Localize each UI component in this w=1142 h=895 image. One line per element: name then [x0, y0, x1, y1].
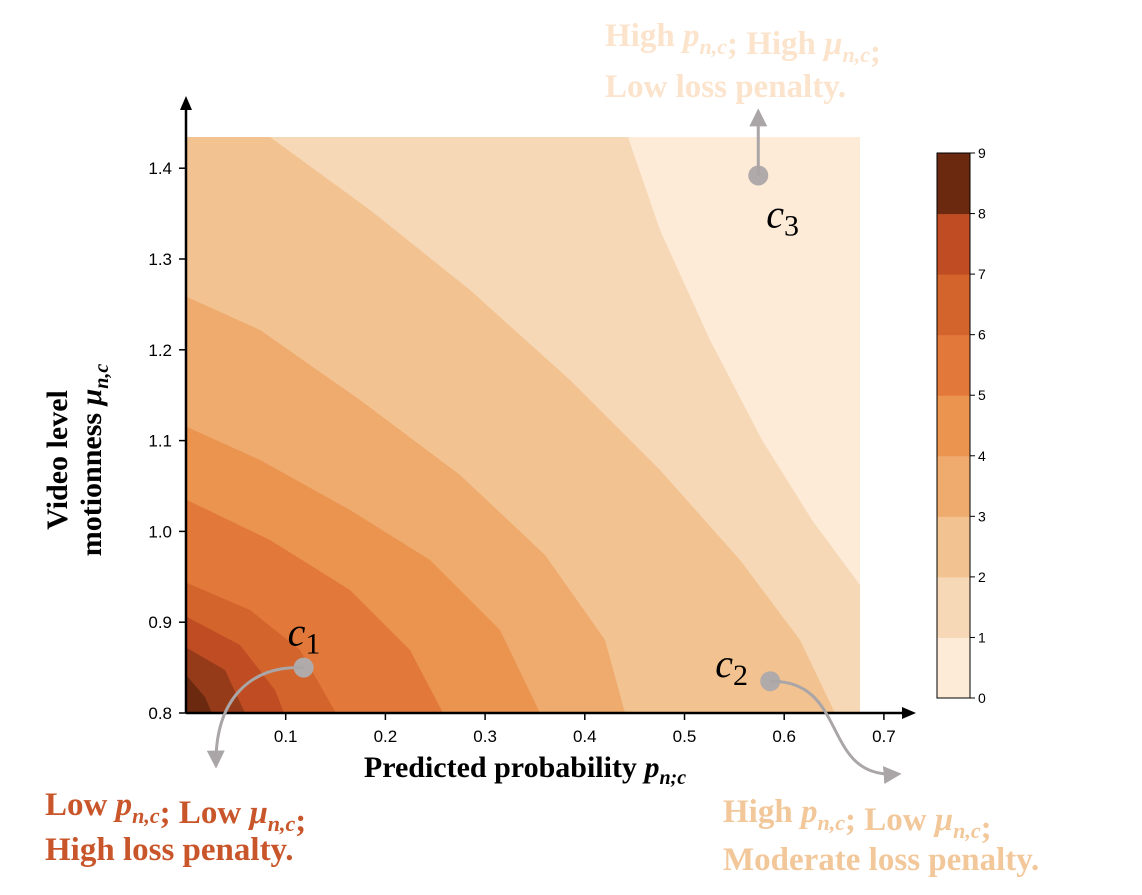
annotation-text: ; Low [845, 802, 935, 838]
annotation-symbol: μ [247, 795, 267, 831]
y-tick-label: 0.9 [148, 613, 172, 632]
point-label-subscript: 2 [733, 659, 748, 692]
colorbar: 0 1 2 3 4 5 6 7 8 9 [936, 145, 986, 706]
colorbar-segment [937, 213, 970, 275]
colorbar-segment [937, 334, 970, 396]
annotation-text: Low [45, 787, 116, 823]
colorbar-segment [937, 274, 970, 336]
colorbar-tick-label: 3 [978, 508, 986, 524]
y-axis-label-line2: motionness μn,c [75, 364, 113, 557]
colorbar-tick-label: 1 [978, 629, 986, 645]
point-label-c1: c1 [288, 610, 321, 661]
point-label-subscript: 3 [784, 209, 799, 242]
point-label-letter: c [715, 641, 733, 686]
colorbar-tick-label: 6 [978, 327, 986, 343]
y-axis-label-line1: Video level [41, 390, 74, 530]
x-axis-label: Predicted probability pn;c [364, 751, 686, 789]
annotation-text: High [723, 794, 801, 830]
y-tick-label: 1.4 [148, 159, 172, 178]
annotation-text: High [605, 18, 683, 54]
annotation-text: ; [870, 34, 881, 70]
annotation-subscript: n,c [699, 34, 727, 59]
x-tick-label: 0.6 [772, 727, 796, 746]
annotation-symbol: p [680, 18, 700, 54]
point-label-c3: c3 [766, 191, 799, 242]
annotation-subscript: n,c [843, 42, 871, 67]
annotation-symbol: p [113, 787, 133, 823]
colorbar-segment [937, 455, 970, 517]
annotation-c3-line2: Low loss penalty. [605, 69, 846, 105]
point-label-letter: c [766, 191, 784, 236]
annotation-c2-line2: Moderate loss penalty. [723, 842, 1039, 878]
y-axis-label-text: motionness [75, 405, 108, 556]
y-tick-label: 1.3 [148, 250, 172, 269]
annotation-subscript: n,c [817, 810, 845, 835]
colorbar-tick-label: 9 [978, 145, 986, 161]
colorbar-frame [936, 152, 971, 699]
colorbar-tick-label: 5 [978, 387, 986, 403]
x-tick-label: 0.2 [374, 727, 398, 746]
axes: 0.1 0.2 0.3 0.4 0.5 0.6 0.7 0.8 0.9 1.0 1.1 1.2 1.3 1… [41, 96, 916, 789]
x-tick-label: 0.5 [673, 727, 697, 746]
colorbar-tick-label: 4 [978, 448, 986, 464]
y-tick-label: 1.0 [148, 522, 172, 541]
y-tick-label: 0.8 [148, 704, 172, 723]
point-label-c2: c2 [715, 641, 748, 692]
annotation-subscript: n,c [953, 818, 981, 843]
annotation-text: ; [295, 803, 306, 839]
annotation-c2-line1: High pn,c; Low μn,c; [723, 794, 992, 846]
colorbar-tick-label: 8 [978, 206, 986, 222]
annotation-c3-line1: High pn,c; High μn,c; [605, 18, 881, 70]
colorbar-segment [937, 395, 970, 457]
point-label-subscript: 1 [305, 628, 320, 661]
annotation-symbol: μ [933, 802, 953, 838]
annotation-symbol: p [798, 794, 818, 830]
colorbar-segment [937, 153, 970, 215]
colorbar-tick-label: 7 [978, 266, 986, 282]
x-tick-label: 0.7 [872, 727, 896, 746]
x-axis-arrowhead [902, 707, 916, 719]
arrow-c2 [770, 679, 902, 785]
annotation-c1-line2: High loss penalty. [45, 832, 293, 868]
y-tick-label: 1.1 [148, 432, 172, 451]
colorbar-tick-label: 2 [978, 569, 986, 585]
y-tick-label: 1.2 [148, 341, 172, 360]
x-axis-label-subscript: n;c [659, 767, 686, 789]
x-axis-label-symbol: p [641, 751, 659, 784]
colorbar-segment [937, 576, 970, 638]
arrow-c1 [206, 666, 304, 769]
contour-band-9 [187, 676, 212, 713]
y-axis-label-symbol: μ [75, 389, 108, 408]
y-axis-label-subscript: n,c [91, 364, 113, 389]
x-tick-label: 0.4 [573, 727, 597, 746]
y-axis-label: Video level motionness μn,c [41, 364, 113, 557]
x-tick-label: 0.3 [473, 727, 497, 746]
annotation-c1-line1: Low pn,c; Low μn,c; [45, 787, 306, 839]
colorbar-segment [937, 637, 970, 699]
point-label-letter: c [288, 610, 306, 655]
x-axis-label-text: Predicted probability [364, 751, 645, 784]
contour-bands [187, 137, 860, 713]
annotation-text: ; High [727, 26, 824, 62]
annotation-symbol: μ [822, 26, 842, 62]
y-axis-arrowhead [180, 96, 192, 110]
annotation-subscript: n,c [132, 803, 160, 828]
colorbar-tick-label: 0 [978, 690, 986, 706]
colorbar-segment [937, 516, 970, 578]
annotations: Low pn,c; Low μn,c;High loss penalty.Hig… [45, 18, 1039, 878]
annotation-text: ; [981, 810, 992, 846]
annotation-text: ; Low [160, 795, 250, 831]
annotation-subscript: n,c [268, 811, 296, 836]
x-tick-label: 0.1 [274, 727, 298, 746]
